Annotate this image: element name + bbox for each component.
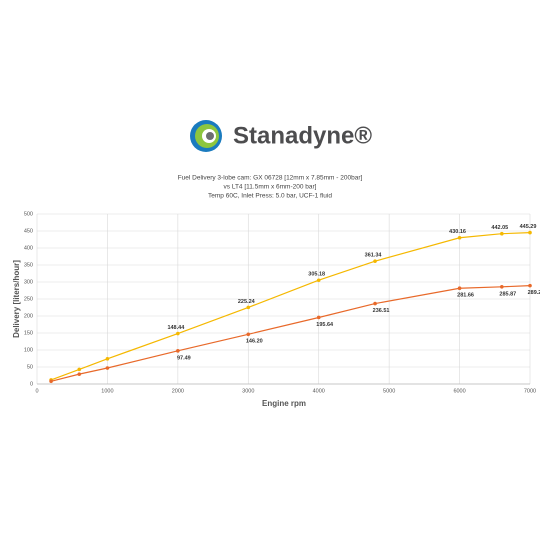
data-label: 305.18	[308, 272, 325, 278]
x-tick-label: 0	[35, 388, 38, 394]
data-label: 442.05	[491, 225, 508, 231]
y-tick-label: 350	[24, 262, 33, 268]
data-label: 146.20	[246, 339, 263, 345]
chart-title: Fuel Delivery 3-lobe cam: GX 06728 [12mm…	[178, 175, 363, 182]
data-label: 97.49	[177, 355, 191, 361]
data-label: 225.24	[238, 299, 256, 305]
x-tick-label: 6000	[453, 388, 465, 394]
data-point	[176, 331, 180, 336]
logo-text: Stanadyne®	[233, 122, 372, 149]
series-line	[50, 232, 531, 381]
x-tick-label: 1000	[101, 388, 113, 394]
logo: Stanadyne®	[190, 120, 372, 152]
data-label: 361.34	[365, 253, 383, 259]
data-label: 289.28	[528, 290, 540, 296]
data-point	[373, 259, 377, 263]
data-point	[500, 285, 504, 289]
data-point	[105, 366, 110, 370]
data-point	[77, 367, 82, 372]
series-line	[50, 285, 531, 382]
data-point	[316, 315, 321, 320]
data-label: 281.66	[457, 293, 474, 299]
x-tick-label: 4000	[313, 388, 325, 394]
y-tick-label: 400	[24, 245, 33, 251]
x-tick-label: 2000	[172, 388, 184, 394]
data-point	[246, 332, 251, 337]
data-point	[500, 231, 504, 236]
data-label: 285.87	[499, 291, 516, 297]
data-point	[316, 278, 321, 283]
y-tick-label: 300	[24, 279, 33, 285]
y-tick-label: 200	[24, 313, 33, 319]
data-point	[246, 305, 251, 310]
y-tick-label: 250	[24, 296, 33, 302]
data-label: 430.16	[449, 229, 466, 235]
data-label: 236.51	[373, 308, 390, 314]
y-tick-label: 0	[30, 381, 33, 387]
data-point	[49, 379, 53, 384]
data-point	[457, 286, 462, 291]
data-point	[457, 235, 462, 240]
y-tick-label: 100	[24, 347, 33, 353]
y-tick-label: 500	[24, 211, 33, 217]
data-point	[105, 357, 110, 361]
x-tick-label: 5000	[383, 388, 395, 394]
x-tick-label: 7000	[524, 388, 536, 394]
data-label: 445.29	[520, 224, 537, 230]
data-label: 195.64	[316, 322, 334, 328]
y-axis-title: Delivery [liters/hour]	[12, 260, 21, 338]
y-tick-label: 450	[24, 228, 33, 234]
data-point	[528, 283, 532, 288]
data-point	[373, 301, 377, 306]
logo-dot	[206, 132, 214, 140]
data-point	[77, 372, 82, 376]
y-tick-label: 150	[24, 330, 33, 336]
y-tick-label: 50	[27, 364, 33, 370]
data-point	[176, 349, 180, 353]
chart-subtitle: vs LT4 [11.5mm x 6mm-200 bar]	[224, 184, 317, 191]
x-tick-label: 3000	[242, 388, 254, 394]
data-label: 148.44	[167, 325, 185, 331]
grid	[36, 213, 531, 385]
chart-subtitle: Temp 60C, Inlet Press: 5.0 bar, UCF-1 fl…	[208, 193, 332, 200]
data-point	[528, 230, 532, 235]
x-axis-title: Engine rpm	[262, 399, 306, 408]
